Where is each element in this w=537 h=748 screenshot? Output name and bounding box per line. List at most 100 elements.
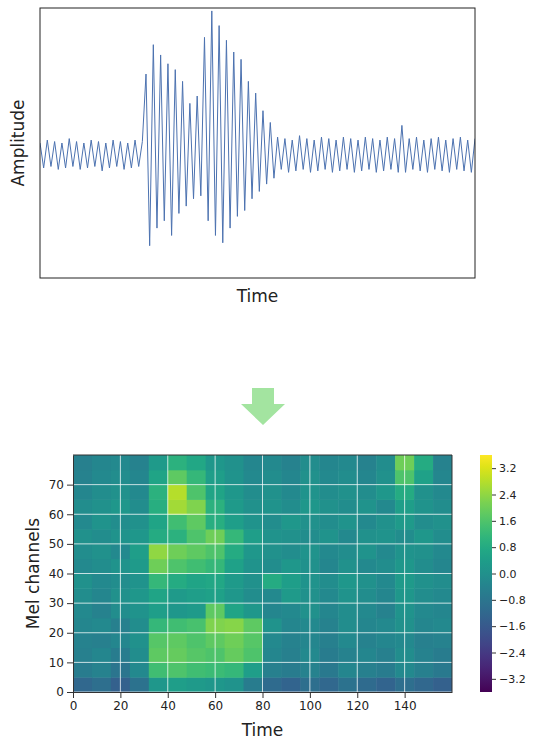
y-axis-tick-mark [67, 662, 73, 663]
colorbar-axis-tick-mark [492, 468, 496, 469]
heat-cell [376, 662, 395, 677]
heat-cell [149, 529, 168, 544]
heat-cell [433, 574, 452, 589]
heat-cell [414, 499, 433, 514]
heat-cell [225, 544, 244, 559]
heat-cell [130, 588, 149, 603]
heat-cell [130, 633, 149, 648]
plot-area [40, 11, 475, 246]
heat-cell [187, 633, 206, 648]
colorbar-axis-tick-mark [492, 679, 496, 680]
heat-cell [92, 603, 111, 618]
y-axis-title: Mel channels [23, 518, 43, 630]
heat-cell [73, 662, 92, 677]
x-axis-tick: 100 [299, 692, 322, 713]
colorbar-axis-tick-label: 2.4 [499, 489, 517, 502]
heat-cell [244, 485, 263, 500]
heat-cell [92, 559, 111, 574]
heat-cell [414, 648, 433, 663]
waveform [40, 11, 475, 246]
heat-cell [187, 648, 206, 663]
y-axis-tick: 40 [49, 567, 73, 581]
heat-cell [149, 485, 168, 500]
heat-cell [433, 485, 452, 500]
heat-cell [376, 485, 395, 500]
heat-cell [225, 574, 244, 589]
heat-cell [263, 633, 282, 648]
heat-cell [92, 574, 111, 589]
heat-cell [130, 603, 149, 618]
y-axis-tick: 50 [49, 537, 73, 551]
y-axis-line [73, 456, 74, 693]
heat-cell [433, 455, 452, 470]
colorbar-axis-tick-mark [492, 521, 496, 522]
heat-cell [244, 677, 263, 692]
heat-cell [414, 485, 433, 500]
heat-cell [357, 603, 376, 618]
heat-cell [225, 588, 244, 603]
heat-cell [168, 559, 187, 574]
heat-cell [244, 455, 263, 470]
x-axis-tick-label: 20 [113, 699, 128, 713]
grid-line-y [73, 692, 452, 693]
y-axis-tick: 30 [49, 596, 73, 610]
colorbar-axis-tick: 0.8 [492, 541, 517, 554]
heat-cell [357, 648, 376, 663]
colorbar-axis-tick-mark [492, 600, 496, 601]
heat-cell [263, 499, 282, 514]
heat-cell [338, 603, 357, 618]
heat-cell [225, 499, 244, 514]
heat-cell [244, 588, 263, 603]
heat-cell [414, 588, 433, 603]
heat-cell [92, 648, 111, 663]
heat-cell [263, 485, 282, 500]
grid-line-y [73, 603, 452, 604]
heat-cell [357, 662, 376, 677]
heat-cell [376, 559, 395, 574]
colorbar-axis-tick-mark [492, 547, 496, 548]
heat-cell [92, 618, 111, 633]
heat-cell [319, 648, 338, 663]
heat-cell [92, 499, 111, 514]
x-axis: 020406080100120140 [70, 692, 453, 713]
y-axis-tick-label: 20 [49, 626, 64, 640]
x-axis-tick: 120 [346, 692, 369, 713]
heat-cell [281, 588, 300, 603]
heat-cell [225, 529, 244, 544]
heat-cell [263, 455, 282, 470]
heat-cell [130, 485, 149, 500]
heat-cell [319, 677, 338, 692]
x-axis-tick: 140 [394, 692, 417, 713]
heat-cell [281, 499, 300, 514]
heat-cell [376, 529, 395, 544]
heat-cell [281, 618, 300, 633]
heat-cell [149, 603, 168, 618]
heat-cell [281, 470, 300, 485]
x-axis-tick-label: 120 [346, 699, 369, 713]
heat-cell [319, 633, 338, 648]
heat-cell [73, 529, 92, 544]
heat-cell [130, 499, 149, 514]
heat-cell [281, 633, 300, 648]
x-axis-title: Time [241, 720, 284, 740]
heat-cell [149, 648, 168, 663]
heat-cell [319, 529, 338, 544]
heat-cell [73, 588, 92, 603]
colorbar-axis-tick-mark [492, 626, 496, 627]
heat-cell [281, 529, 300, 544]
heat-cell [244, 544, 263, 559]
grid-line-y [73, 543, 452, 544]
heat-cell [92, 485, 111, 500]
heat-cell [433, 633, 452, 648]
heat-cell [168, 470, 187, 485]
heat-cell [187, 544, 206, 559]
x-axis-tick-mark [357, 692, 358, 698]
heat-cell [357, 677, 376, 692]
heat-cell [73, 544, 92, 559]
grid-line-y [73, 514, 452, 515]
heat-cell [263, 514, 282, 529]
heat-cell [130, 559, 149, 574]
heat-cell [414, 677, 433, 692]
y-axis-tick-mark [67, 603, 73, 604]
colorbar-axis-tick: 1.6 [492, 515, 517, 528]
